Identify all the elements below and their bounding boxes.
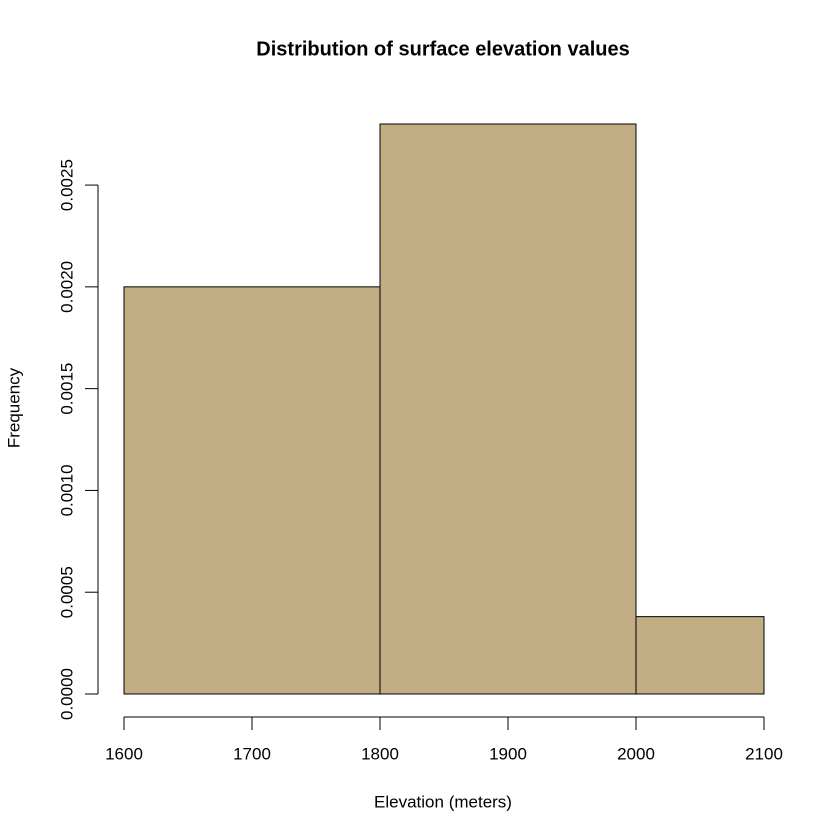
x-tick-label: 2000 — [617, 744, 655, 763]
bar — [635, 616, 765, 695]
x-tick-label: 1800 — [361, 744, 399, 763]
x-tick-label: 1900 — [489, 744, 527, 763]
y-tick-label: 0.0015 — [57, 363, 76, 415]
x-tick-label: 1600 — [105, 744, 143, 763]
y-tick-label: 0.0000 — [57, 668, 76, 720]
bar — [123, 286, 381, 695]
y-tick-label: 0.0025 — [57, 159, 76, 211]
y-tick-label: 0.0005 — [57, 566, 76, 618]
bar — [379, 123, 637, 695]
x-tick-label: 2100 — [745, 744, 783, 763]
x-tick-label: 1700 — [233, 744, 271, 763]
y-tick-label: 0.0010 — [57, 464, 76, 516]
chart-title: Distribution of surface elevation values — [256, 38, 629, 60]
y-axis-label: Frequency — [4, 367, 23, 448]
x-axis-label: Elevation (meters) — [374, 792, 512, 811]
y-tick-label: 0.0020 — [57, 261, 76, 313]
